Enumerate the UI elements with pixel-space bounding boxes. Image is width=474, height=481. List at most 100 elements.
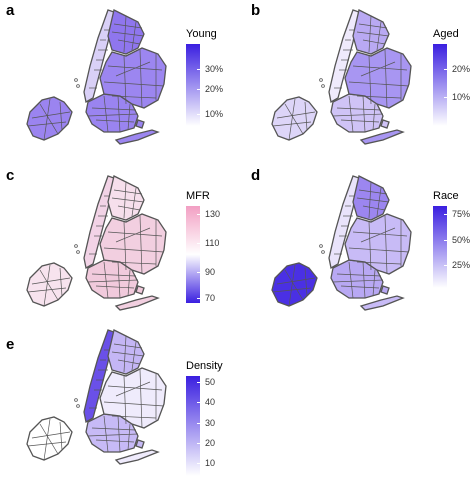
tract-boundary — [356, 197, 390, 203]
tract-boundary — [111, 415, 157, 419]
tract-boundary — [117, 359, 141, 365]
legend-tick — [197, 443, 200, 444]
legend-colorbar — [433, 206, 447, 288]
tract-boundary — [139, 215, 143, 275]
legend-tick-label: 130 — [205, 208, 221, 219]
tract-boundary — [91, 427, 137, 431]
panel-e: e Density 50 40 30 20 10 — [0, 320, 237, 481]
tract-boundary — [304, 267, 308, 297]
tract-boundary — [103, 81, 165, 87]
borough-island — [135, 119, 145, 129]
tract-boundary — [113, 343, 143, 349]
borough-island — [380, 285, 390, 295]
small-island — [321, 250, 325, 254]
tract-boundary — [123, 181, 127, 219]
tract-boundary — [95, 285, 135, 289]
tract-boundary — [123, 55, 127, 105]
tract-boundary — [368, 181, 372, 219]
tract-boundary — [127, 269, 131, 297]
small-island — [319, 244, 323, 248]
borough-rockaway — [114, 129, 160, 145]
tract-boundary — [368, 55, 372, 105]
tract-boundary — [362, 95, 366, 133]
tract-boundary — [103, 95, 109, 133]
tract-boundary — [117, 205, 141, 211]
legend-title: Young — [186, 28, 217, 40]
legend-tick-label: 25% — [452, 260, 471, 271]
panel-a: a Young 30% 20% 10% — [0, 0, 237, 160]
tract-boundary — [39, 423, 59, 455]
legend-title: Aged — [433, 28, 459, 40]
tract-boundary — [332, 113, 384, 117]
legend-tick-label: 70 — [205, 293, 216, 304]
tract-boundary — [115, 381, 151, 397]
tract-boundary — [384, 215, 388, 275]
tract-boundary — [362, 39, 386, 45]
tract-boundary — [276, 111, 316, 119]
borough-island — [135, 439, 145, 449]
legend-tick — [197, 213, 200, 215]
borough-rockaway — [114, 295, 160, 311]
tract-boundary — [332, 279, 384, 283]
tract-boundary — [115, 61, 151, 77]
borough-queens — [99, 47, 167, 109]
tract-boundary — [31, 277, 71, 285]
tract-boundary — [348, 81, 410, 87]
legend-tick-label: 30% — [205, 63, 224, 74]
legend-tick — [444, 97, 447, 99]
tract-boundary — [340, 285, 380, 289]
tract-boundary — [59, 101, 63, 131]
tract-boundary — [276, 277, 316, 285]
legend-colorbar — [186, 206, 200, 303]
legend-tick-label: 20% — [452, 63, 471, 74]
tract-boundary — [131, 187, 137, 217]
tract-boundary — [27, 287, 67, 293]
legend-tick — [197, 242, 200, 244]
legend-tick — [444, 240, 447, 242]
tract-boundary — [111, 261, 157, 265]
tract-boundary — [123, 375, 127, 425]
tract-boundary — [27, 121, 67, 127]
tract-boundary — [43, 98, 51, 141]
tract-boundary — [117, 415, 121, 453]
tract-boundary — [95, 439, 135, 443]
small-island — [319, 78, 323, 82]
tract-boundary — [372, 269, 376, 297]
panel-b: b Aged 20% 10% — [237, 0, 474, 160]
legend-tick — [197, 89, 200, 91]
tract-boundary — [356, 261, 402, 265]
borough-rockaway — [359, 295, 405, 311]
tract-boundary — [115, 227, 151, 243]
small-island — [76, 250, 80, 254]
tract-boundary — [39, 103, 59, 135]
legend-density: Density 50 40 30 20 10 — [186, 360, 236, 478]
tract-boundary — [27, 441, 67, 447]
tract-boundary — [358, 189, 388, 195]
tract-boundary — [348, 95, 354, 133]
tract-boundary — [103, 247, 165, 253]
legend-tick — [197, 463, 200, 464]
legend-mfr: MFR 130 110 90 70 — [186, 190, 236, 305]
tract-boundary — [272, 121, 312, 127]
small-island — [76, 404, 80, 408]
tract-boundary — [348, 261, 354, 299]
legend-tick-label: 75% — [452, 209, 471, 220]
legend-race: Race 75% 50% 25% — [433, 190, 474, 290]
tract-boundary — [123, 221, 127, 271]
tract-boundary — [304, 101, 308, 131]
tract-boundary — [358, 23, 388, 29]
borough-queens — [99, 367, 167, 429]
panel-letter-b: b — [251, 2, 261, 19]
legend-tick-label: 10% — [452, 92, 471, 103]
panel-c: c MFR 130 110 90 70 — [0, 160, 237, 320]
tract-boundary — [360, 61, 396, 77]
legend-aged: Aged 20% 10% — [433, 28, 474, 128]
borough-island — [135, 285, 145, 295]
tract-boundary — [91, 107, 137, 111]
legend-tick-label: 40 — [205, 397, 216, 407]
tract-boundary — [111, 95, 157, 99]
tract-boundary — [117, 39, 141, 45]
small-island — [74, 398, 78, 402]
small-island — [74, 78, 78, 82]
tract-boundary — [376, 187, 382, 217]
